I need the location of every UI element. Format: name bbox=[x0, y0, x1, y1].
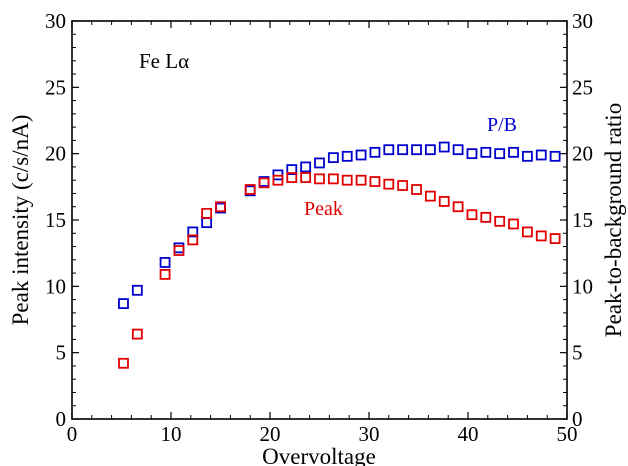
peak-point bbox=[314, 173, 325, 185]
y-tick-label-left: 10 bbox=[45, 274, 66, 298]
pb-point bbox=[383, 144, 395, 156]
pb-point bbox=[159, 257, 171, 268]
pb-point bbox=[508, 146, 519, 158]
peak-point bbox=[508, 218, 519, 230]
peak-point bbox=[424, 190, 436, 202]
axis-ticks bbox=[71, 20, 568, 420]
peak-point bbox=[131, 328, 143, 340]
pb-point bbox=[201, 217, 213, 229]
pb-point bbox=[131, 284, 143, 296]
x-tick-label: 10 bbox=[161, 422, 182, 446]
peak-point bbox=[300, 172, 312, 183]
pb-point bbox=[187, 226, 199, 238]
peak-point bbox=[258, 177, 270, 189]
x-tick-label: 0 bbox=[67, 422, 78, 446]
data-points bbox=[118, 141, 561, 369]
pb-point bbox=[522, 150, 533, 162]
peak-point bbox=[383, 178, 395, 190]
peak-point bbox=[286, 172, 298, 183]
peak-point bbox=[397, 180, 409, 191]
y-tick-label-right: 30 bbox=[572, 9, 593, 33]
pb-point bbox=[314, 157, 325, 169]
peak-point bbox=[159, 268, 171, 280]
pb-point bbox=[173, 242, 185, 254]
y-tick-label-right: 20 bbox=[572, 142, 593, 166]
plot-frame bbox=[71, 20, 568, 420]
pb-point bbox=[411, 144, 422, 156]
peak-point bbox=[118, 357, 129, 369]
series-label-pb: P/B bbox=[487, 114, 517, 136]
y-axis-label-right: Peak-to-background ratio bbox=[601, 103, 626, 337]
peak-point bbox=[480, 211, 492, 223]
pb-point bbox=[549, 150, 561, 162]
pb-point bbox=[355, 149, 367, 161]
y-tick-label-right: 10 bbox=[572, 274, 593, 298]
x-tick-label: 20 bbox=[260, 422, 281, 446]
pb-point bbox=[438, 141, 450, 153]
x-tick-label: 40 bbox=[458, 422, 479, 446]
peak-point bbox=[535, 230, 547, 242]
peak-point bbox=[549, 233, 561, 244]
pb-point bbox=[369, 146, 381, 158]
peak-point bbox=[438, 196, 450, 207]
peak-point bbox=[341, 174, 353, 186]
x-tick-label: 30 bbox=[359, 422, 380, 446]
pb-point bbox=[480, 146, 492, 158]
x-axis-label: Overvoltage bbox=[262, 444, 376, 466]
peak-point bbox=[494, 215, 506, 227]
pb-point bbox=[118, 298, 129, 309]
pb-point bbox=[327, 152, 339, 164]
y-axis-label-left: Peak intensity (c/s/nA) bbox=[8, 115, 33, 326]
y-tick-label-left: 25 bbox=[45, 75, 66, 99]
y-tick-label-right: 15 bbox=[572, 208, 593, 232]
peak-point bbox=[452, 201, 464, 213]
peak-point bbox=[215, 201, 226, 213]
peak-point bbox=[369, 176, 381, 187]
pb-point bbox=[341, 150, 353, 162]
peak-point bbox=[173, 245, 185, 256]
y-tick-label-left: 5 bbox=[56, 341, 67, 365]
y-tick-label-right: 25 bbox=[572, 75, 593, 99]
peak-point bbox=[201, 207, 213, 219]
pb-point bbox=[466, 148, 478, 160]
y-tick-label-left: 20 bbox=[45, 142, 66, 166]
pb-point bbox=[535, 149, 547, 161]
y-tick-label-right: 0 bbox=[572, 407, 583, 431]
pb-point bbox=[300, 161, 312, 173]
pb-point bbox=[286, 164, 298, 175]
y-tick-label-left: 30 bbox=[45, 9, 66, 33]
annotation-fe-l-alpha: Fe Lα bbox=[139, 49, 189, 73]
y-tick-label-left: 0 bbox=[56, 407, 67, 431]
x-tick-label: 50 bbox=[557, 422, 578, 446]
pb-point bbox=[494, 148, 506, 160]
y-tick-label-right: 5 bbox=[572, 341, 583, 365]
pb-point bbox=[397, 144, 409, 156]
peak-point bbox=[272, 174, 284, 186]
peak-point bbox=[466, 209, 478, 221]
y-tick-label-left: 15 bbox=[45, 208, 66, 232]
peak-point bbox=[522, 226, 533, 238]
peak-point bbox=[327, 173, 339, 185]
peak-point bbox=[244, 184, 256, 195]
series-label-peak: Peak bbox=[304, 198, 343, 220]
peak-point bbox=[187, 234, 199, 246]
peak-point bbox=[355, 174, 367, 186]
pb-point bbox=[452, 144, 464, 156]
pb-point bbox=[424, 144, 436, 156]
peak-point bbox=[411, 184, 422, 195]
